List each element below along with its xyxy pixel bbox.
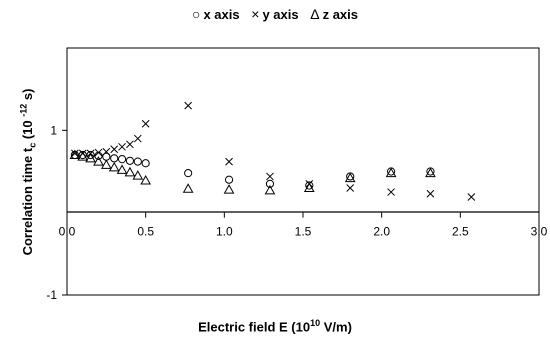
y-tick-label: 1 [50,123,57,137]
data-point-circle [141,159,150,168]
legend-entry-circle: ○ x axis [192,6,240,22]
data-point-x [141,119,150,128]
data-point-triangle [223,184,235,194]
data-point-circle [133,157,142,166]
data-point-circle [224,175,234,184]
x-tick-label: 2.0 [373,225,390,239]
y-axis-label: Correlation time tc (10 -12 s) [18,88,38,256]
data-point-circle [265,179,275,188]
data-point-x [426,189,435,198]
data-point-circle [117,155,127,164]
data-point-triangle [132,170,144,180]
data-point-triangle [108,161,120,172]
data-point-x [225,157,233,166]
data-point-triangle [93,156,104,166]
x-tick-label: 1.5 [295,225,312,239]
data-point-x [126,140,134,149]
data-point-triangle [264,184,276,195]
data-point-x [71,149,79,158]
data-point-x [387,188,395,196]
data-point-x [184,101,193,110]
data-point-triangle [85,152,96,163]
data-point-triangle [124,166,136,177]
ticks: 0.0 0.5 1.0 1.5 2.0 2.5 3.0 1 -1 [46,123,547,302]
data-point-triangle [140,175,152,185]
data-point-triangle [344,172,356,183]
data-point-triangle [303,182,315,192]
data-point-x [118,142,126,151]
plot-area [66,47,540,296]
data-point-circle [110,154,119,163]
data-point-x [94,148,103,157]
data-point-x [467,193,476,201]
x-tick-label: 3.0 [531,225,548,239]
data-point-x [266,172,274,181]
data-point-circle [125,156,135,165]
data-points [69,101,476,201]
y-tick-label: -1 [46,288,57,302]
x-tick-label: 1.0 [216,225,233,239]
data-point-circle [184,169,193,178]
data-point-triangle [385,167,397,178]
data-point-circle [305,181,314,190]
x-tick-label: 2.5 [452,225,469,239]
data-point-triangle [100,159,112,169]
data-point-x [346,184,355,192]
legend-entry-x: × y axis [251,6,299,22]
data-point-x [133,134,142,143]
data-point-triangle [116,164,128,174]
x-tick-label: 0.5 [137,225,154,239]
x-axis-label: Electric field E (1010 V/m) [198,318,352,335]
data-point-triangle [69,149,81,160]
data-point-x [102,147,111,156]
x-tick-label: 0.0 [59,225,76,239]
data-point-circle [86,150,95,160]
data-point-circle [94,151,103,160]
data-point-triangle [182,183,194,193]
data-point-x [110,145,119,154]
data-point-triangle [425,167,436,178]
data-point-triangle [77,151,89,161]
